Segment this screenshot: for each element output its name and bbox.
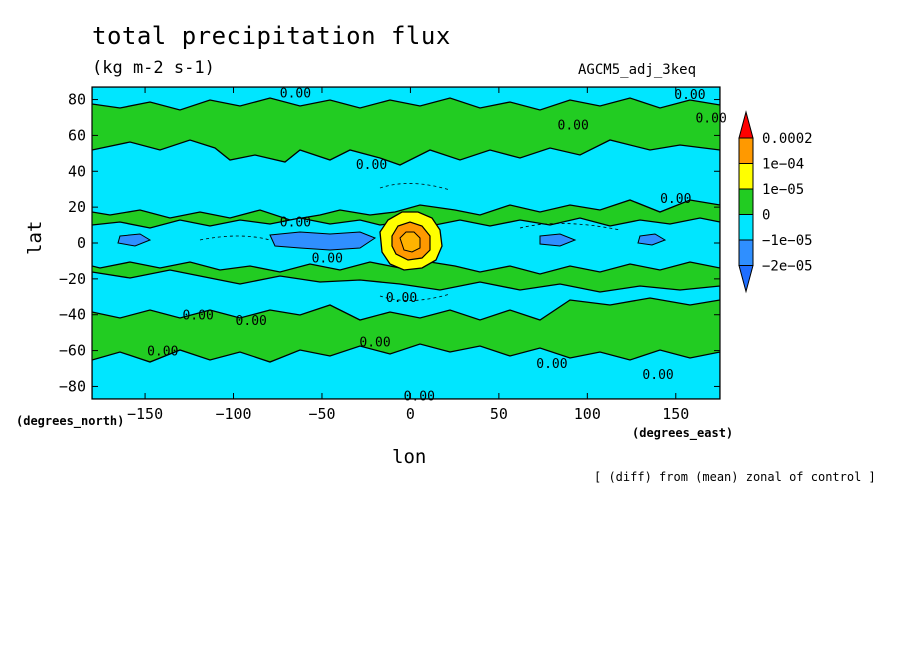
dashed-contour-west xyxy=(199,235,271,241)
contour-labels: 0.00 0.00 0.00 0.00 0.00 0.00 0.00 0.00 0.00 0.00… xyxy=(147,86,727,404)
y-axis-units: (degrees_north) xyxy=(16,414,125,428)
equatorial-deficit-east-3 xyxy=(637,233,667,246)
colorbar-level-label: −2e−05 xyxy=(762,259,813,275)
axis-ticks: −150 −100 −50 0 50 100 150 −80 −60 −40 −20 0 20 40 60 8… xyxy=(59,87,720,423)
x-tick-label: −50 xyxy=(308,405,335,423)
x-axis-units: (degrees_east) xyxy=(632,426,734,440)
contour-label: 0.00 xyxy=(280,86,311,101)
contour-label: 0.00 xyxy=(660,192,691,207)
dashed-contour-south xyxy=(379,293,451,301)
colorbar-segment xyxy=(738,137,754,164)
colorbar-level-label: 0 xyxy=(762,208,770,224)
colorbar: 0.0002 1e−04 1e−05 0 −1e−05 −2e−05 xyxy=(738,110,813,294)
band-negative-polar-south xyxy=(92,343,720,399)
contour-label: 0.00 xyxy=(558,119,589,134)
y-tick-label: −40 xyxy=(59,306,86,324)
contour-label: 0.00 xyxy=(674,88,705,103)
dashed-contour-north xyxy=(379,183,451,191)
y-tick-label: −80 xyxy=(59,377,86,395)
y-tick-label: 80 xyxy=(68,91,86,109)
y-tick-label: −60 xyxy=(59,342,86,360)
y-tick-label: 60 xyxy=(68,126,86,144)
x-axis-label: lon xyxy=(392,446,427,468)
band-negative-south xyxy=(92,269,720,321)
band-negative-north xyxy=(92,139,720,221)
contour-label: 0.00 xyxy=(536,357,567,372)
colorbar-arrow-bottom xyxy=(738,265,754,294)
equatorial-deficit-east-1 xyxy=(117,233,152,247)
colorbar-segment xyxy=(738,214,754,241)
colorbar-level-label: 1e−04 xyxy=(762,157,804,173)
contour-label: 0.00 xyxy=(359,336,390,351)
colorbar-arrow-top xyxy=(738,110,754,139)
chart-title: total precipitation flux xyxy=(92,22,451,50)
colorbar-level-label: 0.0002 xyxy=(762,131,813,147)
y-tick-label: 20 xyxy=(68,198,86,216)
band-negative-polar-north xyxy=(92,87,720,111)
contour-label: 0.00 xyxy=(695,111,726,126)
contour-label: 0.00 xyxy=(182,309,213,324)
y-tick-label: −20 xyxy=(59,270,86,288)
x-tick-label: 0 xyxy=(406,405,415,423)
y-tick-label: 0 xyxy=(77,234,86,252)
y-tick-label: 40 xyxy=(68,162,86,180)
x-tick-label: 50 xyxy=(490,405,508,423)
colorbar-segment xyxy=(738,163,754,190)
chart-units: (kg m-2 s-1) xyxy=(92,58,215,78)
colorbar-segment xyxy=(738,239,754,266)
contour-label: 0.00 xyxy=(404,389,435,404)
colorbar-level-label: 1e−05 xyxy=(762,182,804,198)
contour-label: 0.00 xyxy=(386,291,417,306)
contour-label: 0.00 xyxy=(236,314,267,329)
contour-label: 0.00 xyxy=(280,215,311,230)
x-tick-label: −150 xyxy=(127,405,163,423)
contour-label: 0.00 xyxy=(312,251,343,266)
x-tick-label: 100 xyxy=(574,405,601,423)
anomaly-positive-core xyxy=(399,231,421,253)
contour-label: 0.00 xyxy=(356,158,387,173)
run-label: AGCM5_adj_3keq xyxy=(578,62,697,78)
contour-label: 0.00 xyxy=(147,345,178,360)
equatorial-deficit-east-2 xyxy=(539,233,577,247)
colorbar-segment xyxy=(738,188,754,215)
plot-area xyxy=(92,87,720,399)
diff-note: [ (diff) from (mean) zonal of control ] xyxy=(594,470,876,484)
dashed-contours xyxy=(199,183,621,301)
colorbar-level-label: −1e−05 xyxy=(762,233,813,249)
x-tick-label: −100 xyxy=(215,405,251,423)
equatorial-deficit-west xyxy=(269,231,377,251)
x-tick-label: 150 xyxy=(662,405,689,423)
contour-label: 0.00 xyxy=(642,368,673,383)
